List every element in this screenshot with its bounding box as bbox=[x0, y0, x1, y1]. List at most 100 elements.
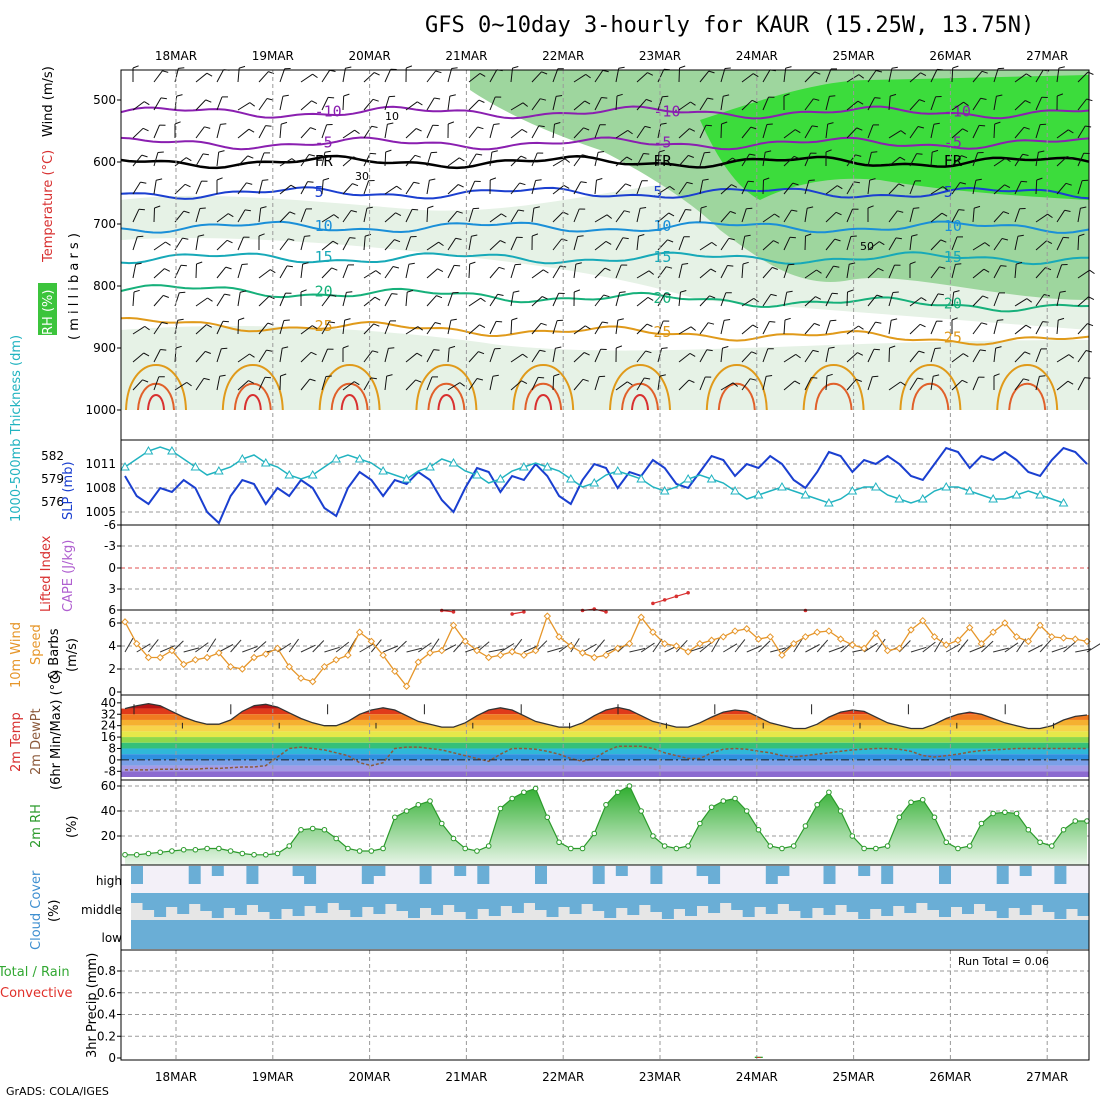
wind-barb bbox=[615, 129, 628, 139]
bottom-date-label: 24MAR bbox=[736, 1070, 778, 1084]
slp-content bbox=[120, 445, 1088, 525]
wind-speed-marker bbox=[989, 628, 997, 636]
wind-speed-marker bbox=[238, 665, 247, 673]
wind-label-line4: (m/s) bbox=[65, 638, 80, 672]
wind-barb bbox=[972, 70, 983, 83]
wind-barb-feather bbox=[766, 375, 773, 377]
wind-barb bbox=[867, 152, 872, 167]
middle-cloud-bar bbox=[431, 893, 444, 915]
wind-barb bbox=[300, 264, 304, 279]
wind-barb-feather bbox=[785, 66, 792, 69]
wind-barb-feather bbox=[853, 181, 860, 184]
wind-barb bbox=[741, 263, 744, 279]
wind-speed-marker bbox=[273, 644, 282, 653]
wind-barb bbox=[489, 124, 495, 139]
wind-barb-feather bbox=[352, 183, 359, 187]
rh-point bbox=[861, 845, 867, 852]
bottom-date-label: 18MAR bbox=[155, 1070, 197, 1084]
wind-speed-marker bbox=[872, 629, 880, 638]
wind-barb bbox=[888, 156, 901, 167]
thickness-tick: 579 bbox=[41, 472, 64, 486]
wind-barb bbox=[699, 97, 708, 111]
wind-barb-feather bbox=[415, 379, 422, 383]
wind-barb bbox=[216, 124, 221, 139]
wind-barb bbox=[972, 349, 981, 363]
wind-barb bbox=[1014, 100, 1026, 111]
warm-contour bbox=[802, 364, 865, 411]
wind-barb bbox=[216, 239, 228, 251]
high-cloud-bar bbox=[361, 866, 374, 884]
rh-point bbox=[380, 845, 386, 852]
wind-barb-feather bbox=[290, 184, 297, 189]
wind-barb bbox=[1077, 377, 1086, 391]
wind-barb-feather bbox=[940, 239, 947, 243]
bottom-date-label: 26MAR bbox=[929, 1070, 971, 1084]
wind-barb bbox=[1077, 98, 1087, 111]
wind-barb bbox=[930, 69, 938, 83]
wind-barb-feather bbox=[366, 206, 373, 209]
wind-barb bbox=[678, 264, 683, 279]
wind-barb bbox=[699, 207, 702, 223]
wind-barb-feather bbox=[346, 291, 353, 293]
warm-contour bbox=[243, 394, 262, 411]
wind-barb bbox=[699, 70, 710, 83]
wind-speed-marker bbox=[731, 627, 739, 635]
wind-barb-feather bbox=[807, 206, 814, 209]
wind-barb bbox=[804, 180, 810, 195]
wind-barb-feather bbox=[794, 380, 801, 385]
wind-barb-feather bbox=[979, 124, 986, 127]
wind-barb bbox=[1035, 240, 1047, 251]
lifted-index-line bbox=[652, 592, 689, 604]
wind-barb-feather bbox=[732, 382, 739, 387]
wind-barb bbox=[300, 100, 312, 111]
wind-speed-marker bbox=[332, 656, 340, 664]
wind-barb-feather bbox=[141, 154, 148, 158]
wind-barb bbox=[972, 242, 986, 251]
wind-barb bbox=[258, 295, 270, 307]
wind-barb bbox=[930, 186, 944, 195]
wind-barb bbox=[573, 208, 580, 223]
wind-barb-feather bbox=[934, 347, 941, 349]
slp-axis-label: SLP (mb) bbox=[61, 461, 76, 520]
wind-barb-feather bbox=[983, 268, 990, 273]
warm-contour bbox=[705, 364, 768, 411]
wind-barb bbox=[863, 642, 878, 653]
wind-barb-feather bbox=[456, 210, 463, 214]
wind-barb-feather bbox=[459, 157, 465, 162]
rh-label-line2: (%) bbox=[65, 816, 80, 839]
wind-barb-feather bbox=[244, 209, 251, 212]
bottom-date-label: 19MAR bbox=[252, 1070, 294, 1084]
wind-barb bbox=[573, 378, 584, 391]
wind-barb bbox=[195, 72, 208, 83]
wind-barb bbox=[132, 379, 143, 391]
y-tick-label: 3 bbox=[108, 582, 116, 596]
wind-barb bbox=[342, 156, 354, 167]
wind-barb bbox=[762, 213, 775, 223]
wind-barb-feather bbox=[219, 374, 226, 377]
bottom-date-label: 20MAR bbox=[349, 1070, 391, 1084]
thickness-marker bbox=[870, 481, 881, 491]
wind-barb bbox=[258, 98, 268, 111]
middle-cloud-bar bbox=[142, 893, 155, 910]
temperature-contour-label: FR bbox=[944, 152, 963, 170]
wind-barb bbox=[720, 123, 722, 139]
rh-point bbox=[1013, 810, 1020, 817]
wind-barb bbox=[570, 638, 580, 653]
rh-point bbox=[638, 808, 644, 814]
top-date-label: 22MAR bbox=[542, 49, 584, 63]
wind-speed-marker bbox=[743, 625, 751, 633]
wind-barb-feather bbox=[722, 346, 729, 349]
wind-barb bbox=[195, 263, 197, 279]
wind-barb-feather bbox=[826, 373, 833, 377]
wind-speed-marker bbox=[649, 628, 657, 636]
bottom-date-label: 25MAR bbox=[833, 1070, 875, 1084]
top-date-label: 19MAR bbox=[252, 49, 294, 63]
lifted-index-axis-label: Lifted Index bbox=[39, 535, 54, 612]
middle-cloud-bar bbox=[211, 893, 224, 918]
wind-barb bbox=[405, 128, 417, 139]
wind-barb-feather bbox=[519, 182, 526, 186]
wind-barb-feather bbox=[325, 375, 332, 377]
wind-barb bbox=[363, 126, 373, 139]
top-date-label: 21MAR bbox=[445, 49, 487, 63]
